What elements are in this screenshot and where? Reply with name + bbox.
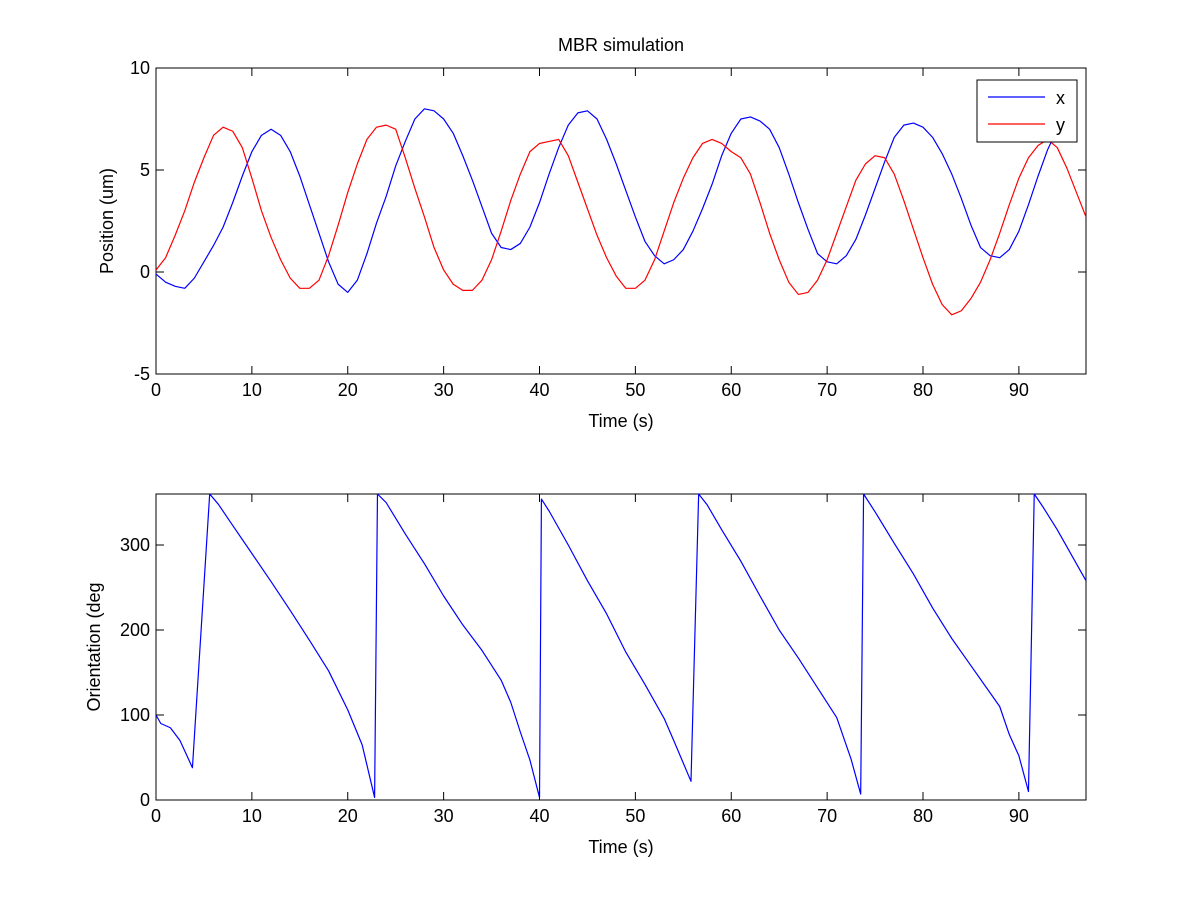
position-x-tick-label: 80 — [913, 380, 933, 400]
orientation-x-tick-label: 80 — [913, 806, 933, 826]
position-x-tick-label: 50 — [625, 380, 645, 400]
position-y-tick-label: 5 — [140, 160, 150, 180]
orientation-y-tick-label: 300 — [120, 535, 150, 555]
orientation-x-axis-label: Time (s) — [588, 837, 653, 857]
position-x-tick-label: 90 — [1009, 380, 1029, 400]
orientation-x-tick-label: 60 — [721, 806, 741, 826]
orientation-y-tick-label: 0 — [140, 790, 150, 810]
chart-title: MBR simulation — [558, 35, 684, 55]
position-y-tick-label: -5 — [134, 364, 150, 384]
legend-x-label: x — [1056, 88, 1065, 108]
legend: x y — [976, 79, 1078, 143]
orientation-plot: 0 10 20 30 40 50 60 70 80 90 0 100 200 300 Time (s) O… — [84, 493, 1087, 857]
orientation-series-layer — [155, 493, 1087, 799]
series-y-line — [155, 124, 1087, 316]
orientation-x-tick-label: 30 — [434, 806, 454, 826]
orientation-x-tick-label: 20 — [338, 806, 358, 826]
position-y-tick-label: 0 — [140, 262, 150, 282]
legend-y-label: y — [1056, 115, 1065, 135]
orientation-x-tick-label: 50 — [625, 806, 645, 826]
position-x-axis-label: Time (s) — [588, 411, 653, 431]
position-x-tick-label: 0 — [151, 380, 161, 400]
orientation-x-tick-label: 70 — [817, 806, 837, 826]
legend-box — [976, 79, 1078, 143]
position-x-tick-label: 60 — [721, 380, 741, 400]
series-x-line — [155, 108, 1058, 293]
position-x-tick-label: 40 — [529, 380, 549, 400]
orientation-y-axis-label: Orientation (deg — [84, 582, 104, 711]
position-plot-axes — [155, 67, 1087, 375]
orientation-x-tick-label: 90 — [1009, 806, 1029, 826]
orientation-ticks: 0 10 20 30 40 50 60 70 80 90 0 100 200 300 — [120, 494, 1086, 826]
orientation-series-line — [155, 493, 1087, 799]
position-x-tick-label: 10 — [242, 380, 262, 400]
orientation-y-tick-label: 200 — [120, 620, 150, 640]
position-x-tick-label: 20 — [338, 380, 358, 400]
position-y-tick-label: 10 — [130, 58, 150, 78]
orientation-plot-axes — [155, 493, 1087, 801]
position-series-layer — [155, 108, 1087, 316]
position-x-tick-label: 70 — [817, 380, 837, 400]
orientation-x-tick-label: 0 — [151, 806, 161, 826]
orientation-y-tick-label: 100 — [120, 705, 150, 725]
orientation-x-tick-label: 40 — [529, 806, 549, 826]
position-x-tick-label: 30 — [434, 380, 454, 400]
position-y-axis-label: Position (um) — [97, 168, 117, 274]
orientation-x-tick-label: 10 — [242, 806, 262, 826]
